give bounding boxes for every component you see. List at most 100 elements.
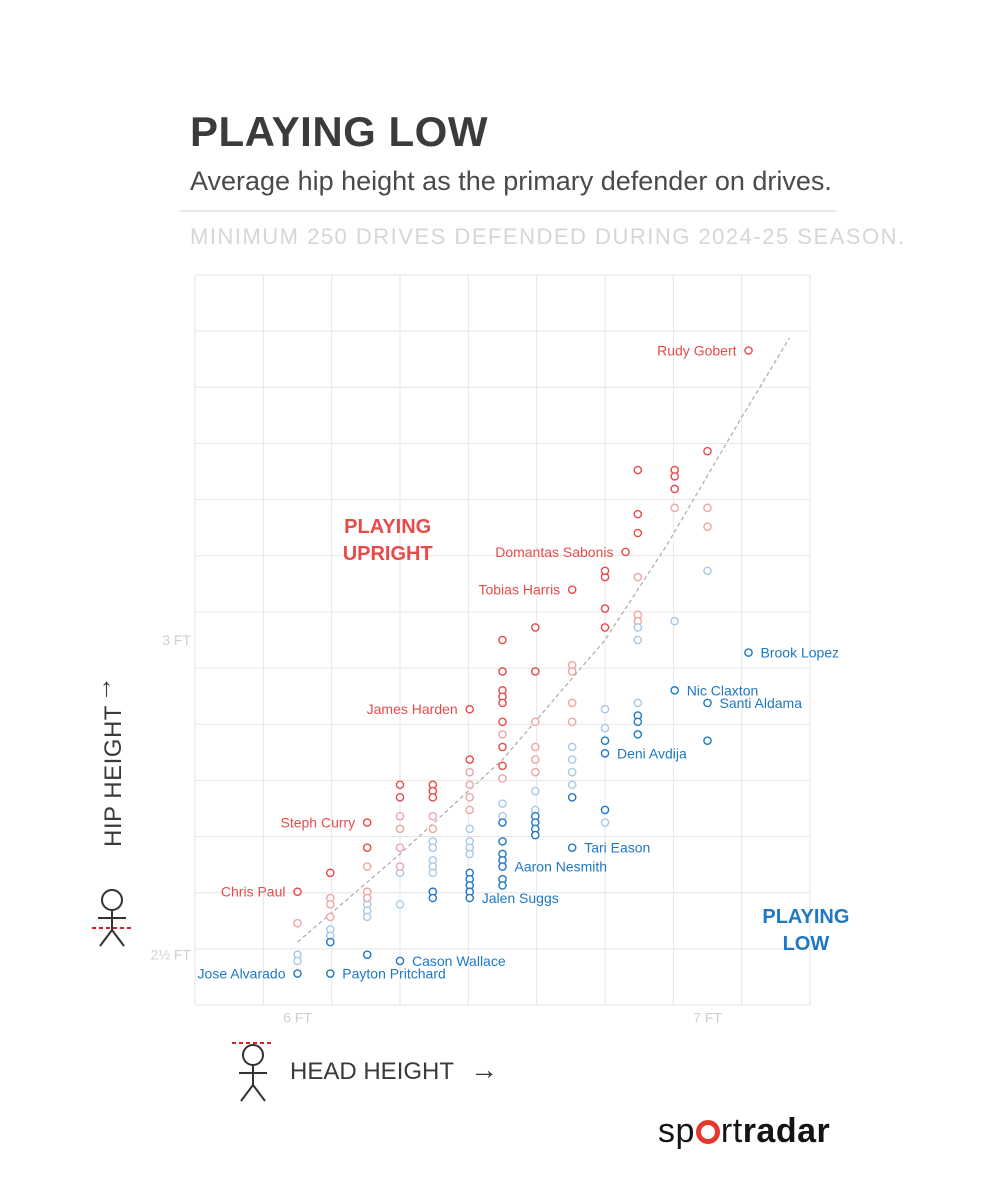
- data-point: [428, 793, 438, 802]
- data-point: [567, 793, 577, 802]
- y-arrow-icon: ↑: [100, 672, 113, 702]
- data-point: [567, 780, 577, 790]
- data-point: [498, 635, 507, 645]
- data-point-labeled: [567, 843, 577, 852]
- data-point: [395, 862, 405, 871]
- x-axis-label: HEAD HEIGHT: [290, 1058, 455, 1085]
- region-label: PLAYING: [762, 906, 849, 928]
- data-point: [362, 862, 372, 871]
- chart-subtitle: Average hip height as the primary defend…: [190, 166, 832, 196]
- y-tick-label: 3 FT: [162, 632, 191, 648]
- data-point: [567, 698, 577, 708]
- data-point: [498, 667, 507, 676]
- data-point: [633, 528, 643, 538]
- point-label: Domantas Sabonis: [495, 544, 613, 560]
- data-point: [703, 566, 712, 576]
- trend-line: [297, 337, 791, 943]
- data-point: [531, 755, 540, 764]
- data-point: [465, 805, 475, 815]
- data-point-labeled: [293, 969, 302, 978]
- data-point: [600, 566, 610, 576]
- data-point: [465, 767, 475, 777]
- data-point: [428, 811, 438, 821]
- data-point: [600, 736, 610, 745]
- data-point-labeled: [362, 818, 372, 827]
- data-point: [362, 893, 372, 903]
- data-point: [428, 843, 438, 852]
- x-arrow-icon: →: [470, 1054, 498, 1085]
- point-label: Rudy Gobert: [657, 343, 736, 359]
- data-point: [395, 843, 405, 852]
- data-point: [567, 667, 577, 676]
- data-point: [567, 767, 577, 777]
- point-label: Jalen Suggs: [482, 890, 559, 906]
- point-label: Nic Claxton: [687, 682, 759, 698]
- data-point: [293, 956, 302, 966]
- data-point: [531, 667, 540, 676]
- data-point-labeled: [293, 887, 302, 897]
- point-label: James Harden: [367, 701, 458, 717]
- head-person-icon: [232, 1042, 274, 1102]
- data-point: [670, 484, 680, 494]
- data-point: [633, 730, 643, 739]
- data-point: [633, 717, 643, 727]
- logo-text-3: radar: [742, 1112, 831, 1150]
- data-point: [531, 717, 540, 727]
- data-point: [293, 918, 302, 928]
- region-label: UPRIGHT: [343, 543, 433, 565]
- point-label: Payton Pritchard: [342, 966, 446, 982]
- data-point: [600, 704, 610, 714]
- data-point: [600, 623, 610, 632]
- data-point: [633, 509, 643, 519]
- data-point-labeled: [670, 686, 680, 695]
- data-point-labeled: [744, 648, 753, 657]
- data-point: [498, 742, 507, 752]
- data-point: [600, 604, 610, 613]
- point-label: Cason Wallace: [412, 953, 506, 969]
- sportradar-logo: sp rtradar: [658, 1112, 830, 1151]
- data-point-labeled: [744, 346, 753, 355]
- divider: [180, 210, 836, 212]
- point-label: Jose Alvarado: [198, 966, 286, 982]
- data-point: [567, 717, 577, 727]
- data-point-labeled: [395, 956, 405, 966]
- data-point: [498, 717, 507, 727]
- logo-o-icon: [695, 1120, 720, 1144]
- x-tick-label: 6 FT: [283, 1009, 312, 1025]
- data-point-labeled: [621, 547, 630, 557]
- data-point: [465, 780, 475, 790]
- point-label: Santi Aldama: [720, 695, 803, 711]
- data-point: [633, 698, 643, 708]
- data-point: [465, 824, 475, 834]
- data-point: [395, 900, 405, 909]
- data-point: [633, 465, 643, 475]
- data-point: [531, 623, 540, 632]
- data-point: [600, 805, 610, 815]
- y-tick-label: 2½ FT: [151, 947, 192, 963]
- data-point: [362, 843, 372, 852]
- data-point: [498, 761, 507, 771]
- data-point: [362, 950, 372, 959]
- region-label: PLAYING: [344, 516, 431, 538]
- data-point-labeled: [567, 585, 577, 594]
- data-point: [465, 849, 475, 859]
- point-label: Tari Eason: [584, 840, 650, 856]
- data-point: [428, 893, 438, 903]
- data-point: [428, 824, 438, 834]
- data-point: [531, 830, 540, 840]
- data-point: [498, 799, 507, 808]
- data-point: [670, 472, 680, 481]
- data-point: [670, 503, 680, 513]
- data-point: [395, 824, 405, 834]
- data-point-labeled: [703, 698, 712, 708]
- data-point-labeled: [465, 893, 475, 903]
- data-point: [498, 698, 507, 708]
- data-point: [498, 818, 507, 827]
- data-point: [567, 755, 577, 764]
- point-label: Steph Curry: [280, 815, 355, 831]
- data-point: [703, 522, 712, 532]
- data-point: [395, 811, 405, 821]
- data-point: [600, 818, 610, 827]
- chart-title: PLAYING LOW: [190, 108, 488, 155]
